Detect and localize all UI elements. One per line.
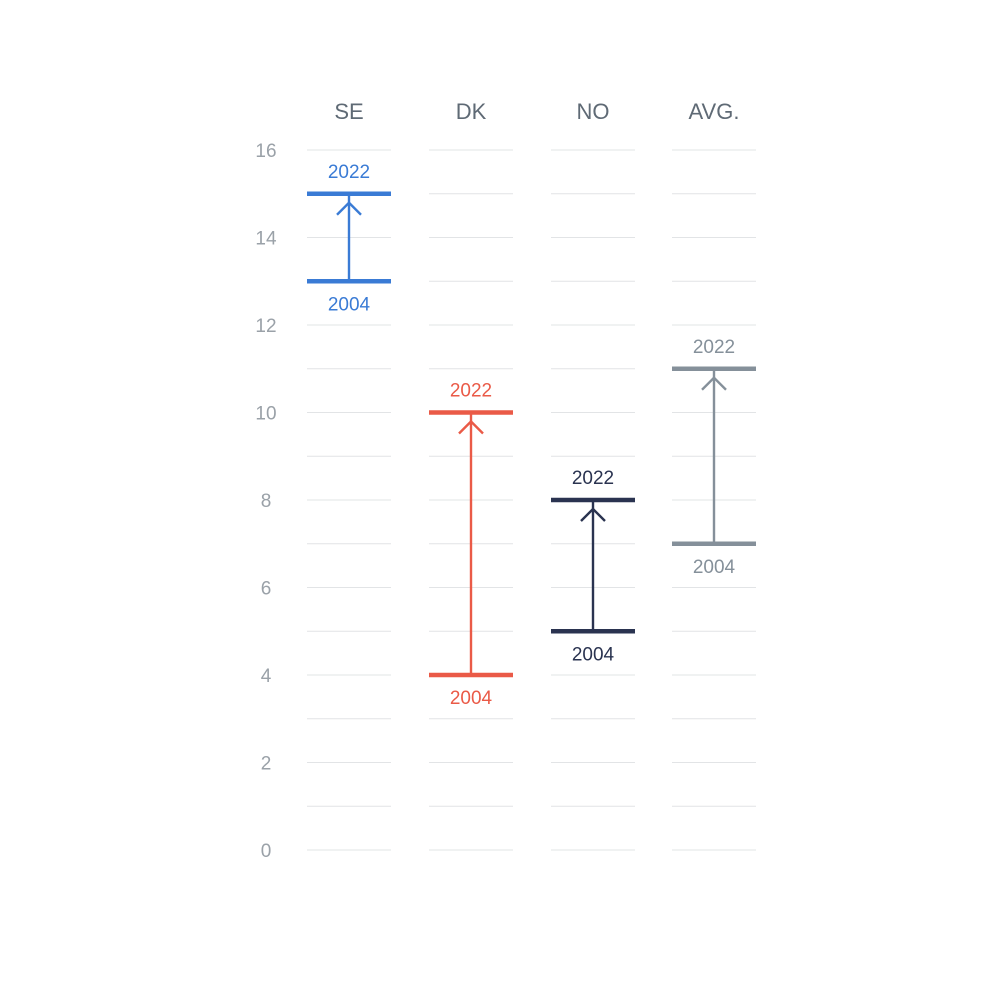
y-tick-label: 14 [255,229,277,250]
arrowhead-icon [580,507,606,522]
series-dk: 2022 2004 [429,381,513,709]
y-tick-label: 10 [255,404,276,425]
y-tick-label: 4 [261,666,272,687]
category-label: DK [456,99,487,124]
y-tick-label: 16 [255,141,276,162]
series-avg: 2022 2004 [672,337,756,578]
start-year-label: 2004 [328,294,371,315]
grid [307,149,756,851]
arrowhead-icon [336,201,362,216]
series-se: 2022 2004 [307,162,391,315]
series: 2022 2004 2022 2004 2022 2004 2022 2004 [307,162,756,709]
arrowhead-icon [458,419,484,435]
end-year-label: 2022 [572,468,614,489]
y-tick-label: 6 [261,579,272,600]
start-year-label: 2004 [572,644,615,665]
series-no: 2022 2004 [551,468,635,665]
category-label: SE [334,99,363,124]
y-tick-label: 2 [261,754,272,775]
y-tick-label: 0 [261,841,272,862]
arrowhead-icon [701,376,727,391]
category-label: NO [577,99,610,124]
start-year-label: 2004 [450,688,493,709]
y-tick-label: 12 [255,316,276,337]
end-year-label: 2022 [328,162,370,183]
end-year-label: 2022 [693,337,735,358]
y-axis-ticks: 0 2 4 6 8 10 12 14 16 [255,141,277,862]
start-year-label: 2004 [693,557,736,578]
y-tick-label: 8 [261,491,272,512]
end-year-label: 2022 [450,381,492,402]
category-label: AVG. [689,99,740,124]
category-labels: SE DK NO AVG. [334,99,739,124]
